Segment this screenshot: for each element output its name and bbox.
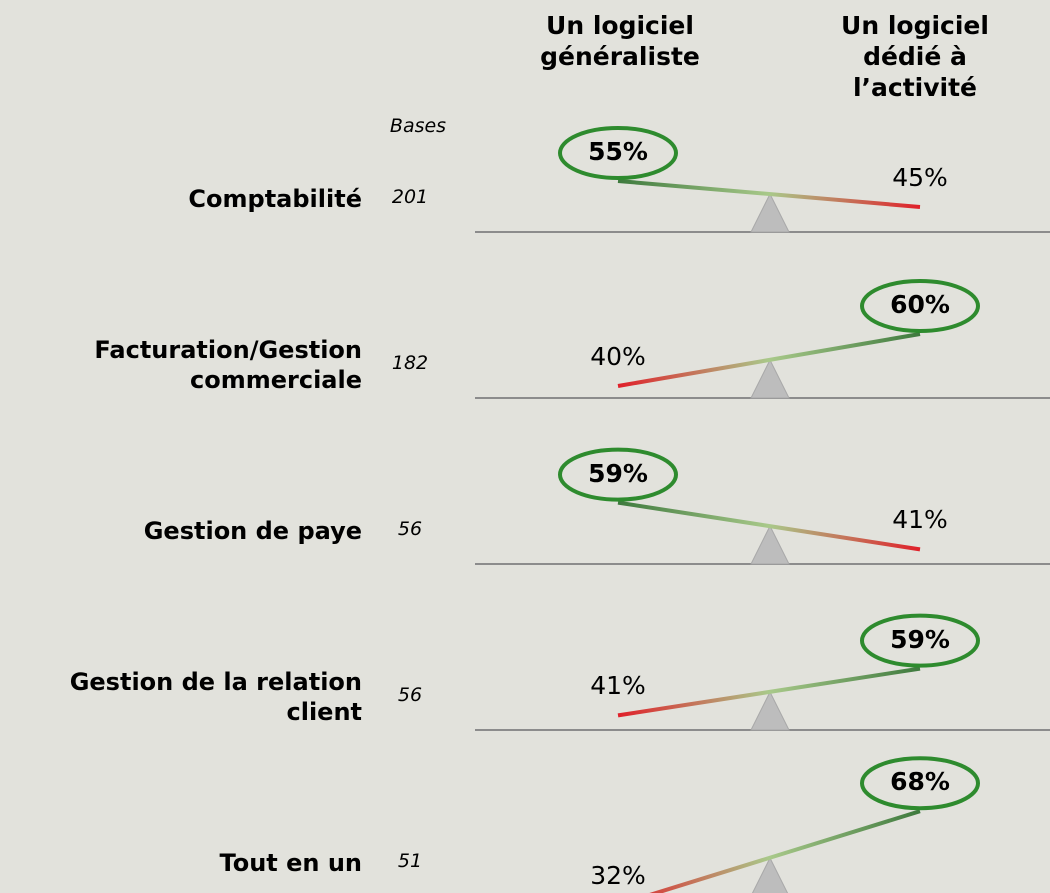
value-label: 40% [590, 342, 646, 371]
category-label: Gestion de la relation client [69, 668, 362, 726]
pivot [750, 358, 790, 399]
value-label: 45% [892, 163, 948, 192]
highlight-circle [860, 613, 980, 668]
seesaw-beam [617, 332, 921, 388]
pivot [750, 192, 790, 233]
highlight-circle [558, 126, 678, 180]
value-label: 68% [890, 767, 950, 797]
pivot [750, 690, 790, 731]
category-label: Comptabilité [188, 185, 362, 213]
highlight-circle [558, 447, 678, 502]
value-label: 32% [590, 860, 646, 890]
base-value: 56 [397, 518, 423, 540]
value-label: 60% [890, 290, 950, 319]
seesaw-beam [617, 500, 921, 552]
highlight-circle [860, 279, 980, 333]
base-value: 182 [391, 352, 429, 374]
seesaw-beam [617, 179, 921, 209]
pivot [751, 856, 789, 893]
seesaw-beam [617, 666, 921, 718]
base-value: 51 [397, 850, 423, 872]
value-label: 59% [588, 458, 648, 488]
bases-header: Bases [389, 115, 447, 137]
value-label: 41% [590, 671, 646, 701]
pivot [750, 524, 790, 565]
value-label: 41% [892, 505, 948, 535]
base-value: 201 [391, 186, 429, 208]
base-value: 56 [397, 684, 423, 706]
column-header: Un logiciel dédié à l’activité [841, 11, 989, 102]
category-label: Tout en un [219, 849, 362, 877]
column-header: Un logiciel généraliste [540, 11, 700, 71]
category-label: Gestion de paye [143, 517, 362, 545]
value-label: 55% [588, 137, 648, 166]
seesaw-beam [649, 809, 921, 893]
highlight-circle [860, 756, 980, 811]
category-label: Facturation/Gestion commerciale [94, 336, 362, 394]
value-label: 59% [890, 624, 950, 654]
